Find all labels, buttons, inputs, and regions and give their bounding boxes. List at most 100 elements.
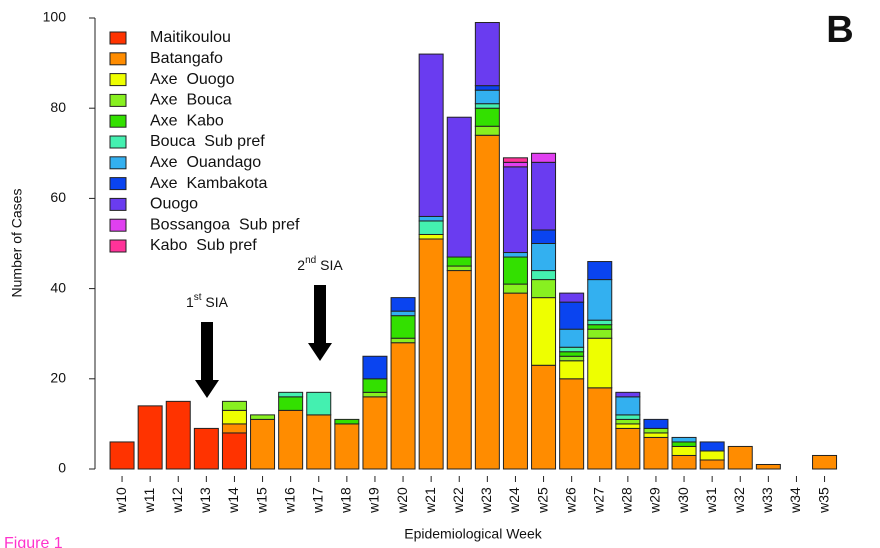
bar-segment (362, 396, 388, 470)
x-tick-label: w24 (506, 487, 522, 514)
bar-segment (671, 445, 697, 456)
bar-segment (812, 454, 838, 470)
x-tick-label: w32 (731, 487, 747, 514)
x-tick-label: w16 (281, 487, 297, 514)
bar-segment (306, 414, 332, 470)
bar-segment (587, 337, 613, 389)
bar-segment (474, 85, 500, 91)
bar-segment (446, 116, 472, 258)
bar-segment (221, 432, 247, 470)
x-tick-label: w30 (675, 487, 691, 514)
bar-segment (559, 292, 585, 303)
bar-segment (474, 89, 500, 105)
bar-segment (502, 161, 528, 168)
bar-segment (306, 391, 332, 416)
bar-segment (559, 360, 585, 380)
x-tick-label: w15 (253, 487, 269, 514)
bar-segment (474, 125, 500, 136)
legend-swatch (109, 239, 127, 253)
y-tick-label: 60 (50, 189, 66, 205)
bar-segment (221, 423, 247, 434)
legend-label: Axe Kambakota (150, 175, 268, 192)
bar-segment (559, 301, 585, 330)
legend-label: Axe Ouandago (150, 154, 261, 171)
bar-segment (474, 103, 500, 109)
bar-segment (531, 152, 557, 163)
bar-segment (390, 297, 416, 312)
y-axis-label: Number of Cases (9, 189, 25, 298)
x-tick-label: w20 (394, 487, 410, 514)
bar-segment (502, 283, 528, 294)
x-tick-label: w21 (422, 487, 438, 514)
bar-segment (587, 261, 613, 281)
bar-segment (334, 423, 360, 470)
bar-segment (587, 319, 613, 326)
bar-segment (418, 233, 444, 240)
bar-segment (418, 220, 444, 235)
y-tick-label: 40 (50, 279, 66, 295)
legend-label: Maitikoulou (150, 29, 231, 46)
bar-segment (559, 355, 585, 362)
legend-swatch (109, 93, 127, 107)
annotation: 1st SIA (186, 292, 229, 310)
bar-segment (193, 427, 219, 470)
bar-segment (615, 414, 641, 420)
bar-segment (502, 166, 528, 254)
legend-swatch (109, 177, 127, 191)
bar-segment (643, 418, 669, 429)
bar-segment (474, 22, 500, 87)
legend-swatch (109, 218, 127, 232)
bar-segment (278, 396, 304, 411)
legend-swatch (109, 156, 127, 170)
bar-segment (587, 387, 613, 470)
x-tick-label: w18 (338, 487, 354, 514)
x-tick-label: w17 (309, 487, 325, 514)
x-tick-label: w27 (590, 487, 606, 514)
bar-segment (559, 346, 585, 353)
x-tick-label: w31 (703, 487, 719, 514)
panel-label: B (826, 9, 853, 51)
bar-segment (250, 418, 276, 470)
bar-segment (362, 378, 388, 393)
bar-segment (615, 396, 641, 416)
bar-segment (250, 414, 276, 420)
bar-segment (671, 454, 697, 470)
bar-segment (587, 279, 613, 321)
x-tick-label: w11 (141, 487, 157, 513)
bar-segment (531, 229, 557, 245)
legend-swatch (109, 73, 127, 87)
bar-segment (390, 337, 416, 344)
bar-segment (531, 297, 557, 366)
x-tick-label: w23 (478, 487, 494, 514)
bar-segment (502, 292, 528, 470)
x-tick-label: w29 (647, 487, 663, 514)
bar-segment (671, 436, 697, 443)
bar-segment (418, 53, 444, 217)
arrow (308, 285, 332, 361)
bar-segment (474, 134, 500, 470)
bar-segment (446, 270, 472, 470)
legend-swatch (109, 52, 127, 66)
bar-segment (390, 342, 416, 470)
bar-segment (699, 441, 725, 452)
bar-segment (587, 328, 613, 339)
bar-segment (587, 324, 613, 330)
legend-swatch (109, 135, 127, 149)
arrow (195, 322, 219, 398)
bar-segment (643, 427, 669, 434)
bar-segment (531, 243, 557, 272)
y-tick-label: 0 (58, 460, 66, 476)
bar-segment (165, 400, 191, 470)
bar-segment (643, 432, 669, 438)
legend-label: Axe Ouogo (150, 71, 235, 88)
bar-segment (390, 315, 416, 339)
bar-segment (502, 256, 528, 285)
x-tick-label: w26 (562, 487, 578, 514)
bar-segment (109, 441, 135, 470)
x-tick-label: w22 (450, 487, 466, 514)
bar-segment (699, 450, 725, 461)
bar-segment (221, 409, 247, 425)
bar-segment (615, 427, 641, 470)
bar-segment (446, 265, 472, 272)
